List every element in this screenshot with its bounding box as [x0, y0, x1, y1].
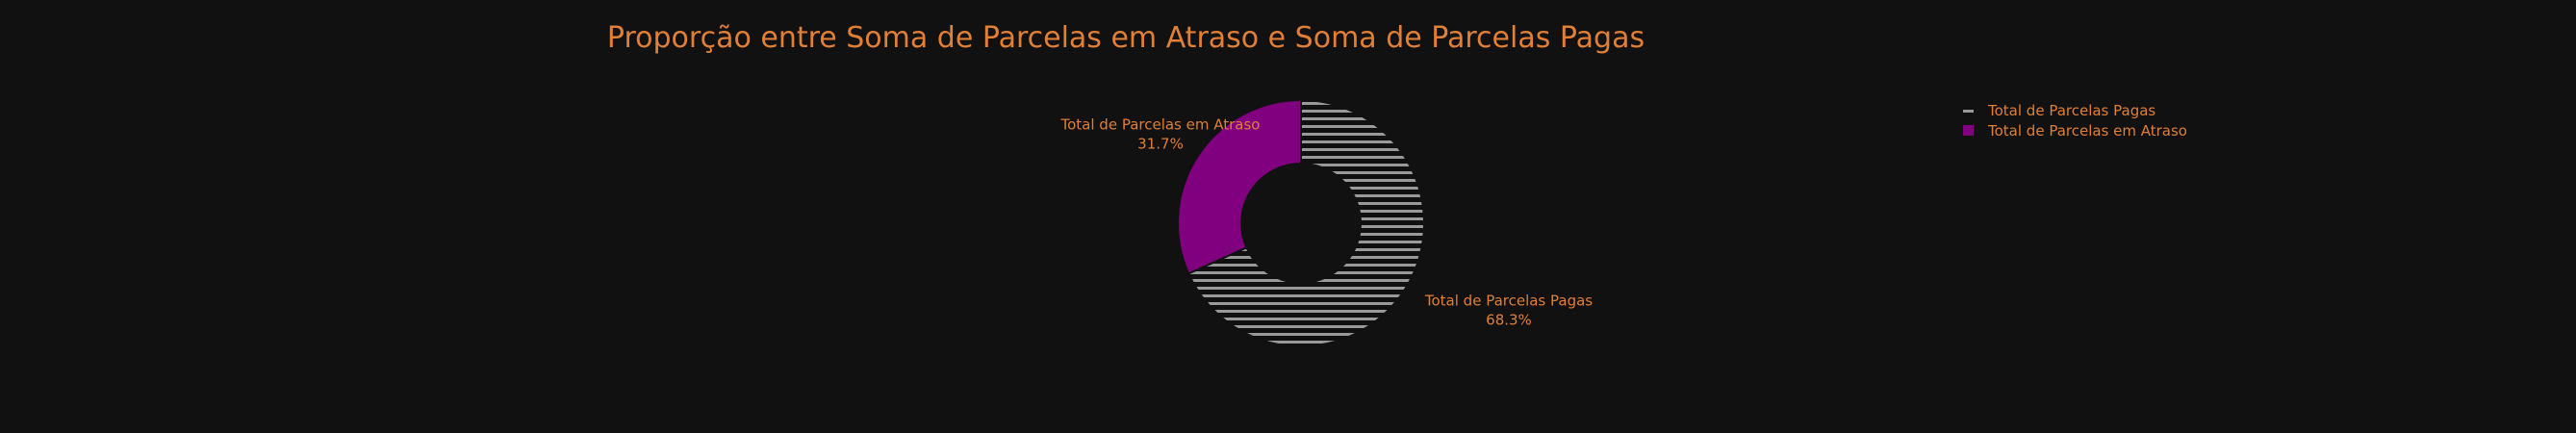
legend-swatch-total-de-parcelas-em-atraso[interactable]	[1963, 125, 1974, 136]
chart-title: Proporção entre Soma de Parcelas em Atra…	[607, 21, 1645, 55]
legend: Total de Parcelas Pagas Total de Parcelas…	[1963, 102, 2187, 140]
slice-label-percent: 31.7%	[1137, 136, 1184, 153]
legend-label-total-de-parcelas-pagas[interactable]: Total de Parcelas Pagas	[1987, 102, 2155, 119]
slice-label-name: Total de Parcelas em Atraso	[1060, 116, 1261, 134]
pie-slice-total-de-parcelas-em-atraso[interactable]	[1177, 98, 1302, 275]
slice-label-percent: 68.3%	[1486, 311, 1532, 328]
pie-slice-total-de-parcelas-pagas[interactable]	[1186, 98, 1425, 347]
legend-swatch-total-de-parcelas-pagas[interactable]	[1963, 105, 1974, 115]
slices-layer	[1177, 98, 1425, 347]
slice-label-name: Total de Parcelas Pagas	[1424, 292, 1593, 309]
labels-layer: Total de Parcelas Pagas 68.3% Total de Par…	[1060, 116, 1594, 329]
legend-label-total-de-parcelas-em-atraso[interactable]: Total de Parcelas em Atraso	[1987, 122, 2187, 140]
